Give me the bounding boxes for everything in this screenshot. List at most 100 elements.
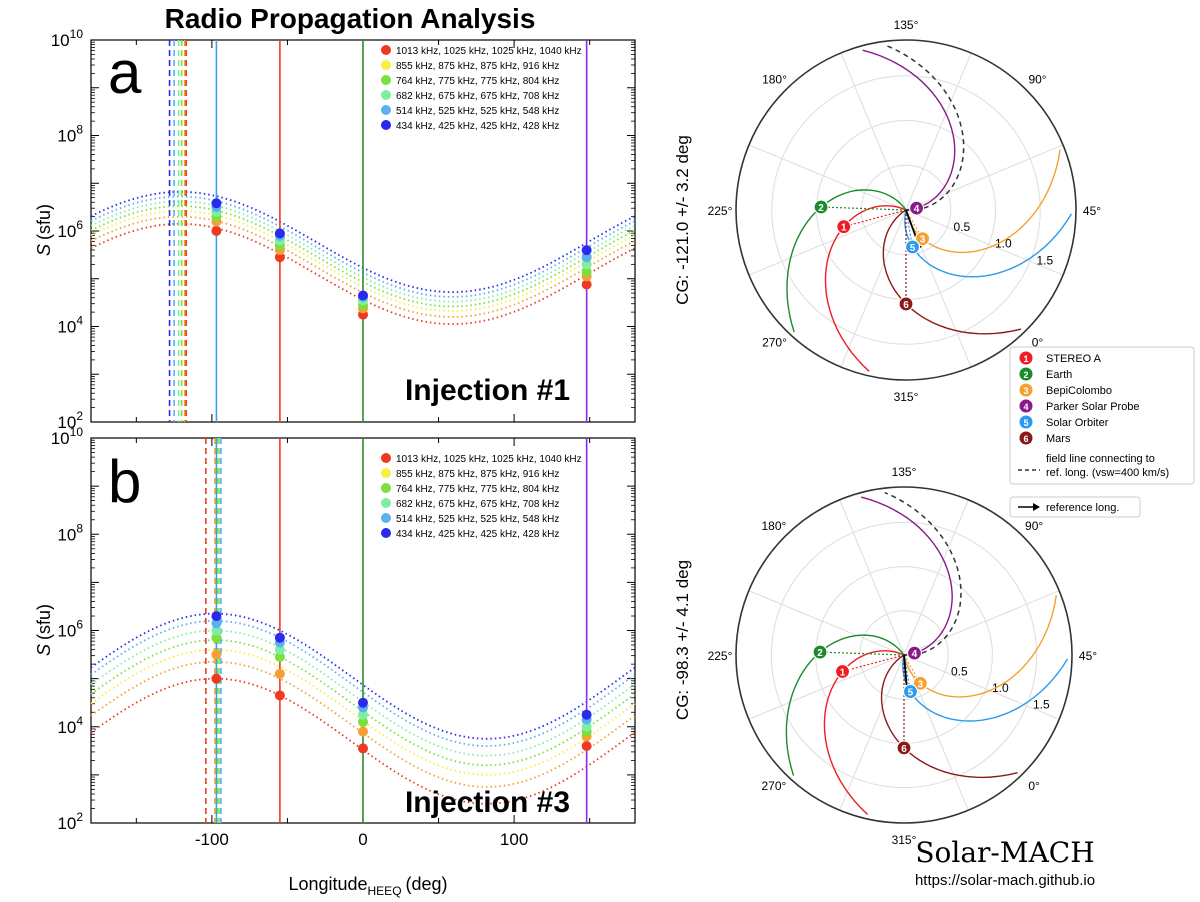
legend-label: 682 kHz, 675 kHz, 675 kHz, 708 kHz <box>396 91 559 102</box>
parker-spiral <box>882 209 1022 335</box>
svg-text:S(sfu): S (sfu) <box>34 204 54 256</box>
polar-legend-marker <box>1019 383 1033 397</box>
polar-angle-label: 90° <box>1028 72 1046 86</box>
panel-a-content: 102 104 106 108 1010 <box>51 27 636 432</box>
legend-marker <box>381 120 391 130</box>
polar-legend-marker-number: 5 <box>1023 418 1028 428</box>
field-line-legend-text-2: ref. long. (vsw=400 km/s) <box>1046 467 1169 479</box>
parker-spiral <box>786 189 907 333</box>
reference-legend-box <box>1009 496 1141 518</box>
data-point <box>274 632 285 643</box>
y-axis-label-b: S (sfu) <box>34 604 54 656</box>
x-tick-label: 100 <box>500 830 528 849</box>
data-point <box>358 290 368 301</box>
y-tick-label: 104 <box>57 714 83 737</box>
spacecraft-marker <box>904 239 921 255</box>
legend-label: 1013 kHz, 1025 kHz, 1025 kHz, 1040 kHz <box>396 454 582 465</box>
spacecraft-marker <box>902 683 919 700</box>
spacecraft-marker <box>836 219 852 235</box>
cg-label-top: CG: -121.0 +/- 3.2 deg <box>673 135 692 305</box>
legend-marker <box>381 468 391 478</box>
data-point <box>274 668 285 679</box>
data-point <box>581 709 592 720</box>
panel-b-letter: b <box>108 448 141 515</box>
spacecraft-marker-number: 4 <box>912 649 918 660</box>
y-tick-label: 104 <box>57 314 83 337</box>
parker-spiral <box>880 654 1018 779</box>
polar-legend-label: Solar Orbiter <box>1046 417 1109 429</box>
parker-spiral <box>904 209 1073 278</box>
panel-a: 102 104 106 108 1010 a Injection #1 1013 kHz… <box>51 27 636 432</box>
polar-angle-label: 135° <box>894 18 919 32</box>
legend-label: 1013 kHz, 1025 kHz, 1025 kHz, 1040 kHz <box>396 46 582 57</box>
data-point <box>358 743 368 754</box>
legend-label: 514 kHz, 525 kHz, 525 kHz, 548 kHz <box>396 514 559 525</box>
polar-grid-spoke <box>905 209 1064 276</box>
spacecraft-marker <box>906 645 923 661</box>
x-axis-label-sub: HEEQ <box>368 884 402 898</box>
spacecraft-marker <box>908 200 925 216</box>
polar-legend-marker-number: 1 <box>1023 354 1028 364</box>
polar-grid-spoke <box>903 590 1060 656</box>
data-point <box>211 625 222 636</box>
polar-legend: 1 STEREO A 2 Earth 3 BepiColombo 4 Parker Solar… <box>1009 346 1195 518</box>
spacecraft-marker-number: 3 <box>918 679 924 690</box>
spacecraft-marker-number: 1 <box>841 223 847 234</box>
polar-grid-spoke <box>839 499 905 656</box>
panel-b-injection-label: Injection #3 <box>405 786 570 819</box>
data-point <box>211 611 222 622</box>
legend-label: 514 kHz, 525 kHz, 525 kHz, 548 kHz <box>396 106 559 117</box>
polar-legend-marker <box>1019 431 1033 445</box>
data-point <box>211 618 222 629</box>
polar-legend-marker-number: 6 <box>1023 434 1028 444</box>
solarmach-url: https://solar-mach.github.io <box>915 872 1095 889</box>
spacecraft-marker <box>813 199 829 215</box>
polar-radial-label: 1.5 <box>1033 698 1050 712</box>
polar-radial-label: 1.0 <box>992 681 1009 695</box>
legend-marker <box>381 105 391 115</box>
legend-label: 764 kHz, 775 kHz, 775 kHz, 804 kHz <box>396 76 559 87</box>
spacecraft-marker <box>898 296 914 312</box>
data-point <box>358 726 368 737</box>
data-point <box>211 226 222 236</box>
model-curve <box>90 629 636 757</box>
polar-angle-label: 270° <box>762 336 787 350</box>
data-point <box>581 266 592 277</box>
data-point <box>581 245 592 256</box>
legend-label: 764 kHz, 775 kHz, 775 kHz, 804 kHz <box>396 484 559 495</box>
polar-angle-label: 225° <box>708 649 733 663</box>
parker-spiral <box>785 634 905 776</box>
polar-grid-spoke <box>905 52 972 211</box>
polar-legend-marker <box>1019 351 1033 365</box>
y-tick-label: 102 <box>57 810 83 833</box>
spacecraft-marker <box>914 231 931 247</box>
data-point <box>581 252 592 263</box>
polar-grid-spoke <box>840 52 907 211</box>
legend-marker <box>381 45 391 55</box>
polar-angle-label: 135° <box>892 465 917 479</box>
x-tick-label: -100 <box>195 830 229 849</box>
solarmach-title: Solar-MACH <box>915 836 1094 869</box>
polar-angle-label: 45° <box>1079 649 1097 663</box>
panel-a-injection-label: Injection #1 <box>405 374 570 407</box>
panel-a-letter: a <box>108 39 142 106</box>
cg-label-bottom: CG: -98.3 +/- 4.1 deg <box>673 560 692 720</box>
polar-grid-spoke <box>903 654 1060 720</box>
polar-angle-label: 180° <box>762 72 787 86</box>
model-curve <box>90 677 636 805</box>
parker-spiral <box>862 49 956 211</box>
polar-angle-label: 90° <box>1025 519 1043 533</box>
legend-marker <box>381 498 391 508</box>
polar-radial-label: 1.0 <box>995 237 1012 251</box>
spacecraft-radial-line <box>820 651 905 656</box>
y-axis-var-a: S <box>34 244 54 256</box>
y-tick-label: 1010 <box>51 27 84 50</box>
reference-field-line <box>886 44 965 211</box>
polar-angle-label: 225° <box>708 204 733 218</box>
polar-plot-bottom: 135° 90° 45° 0° 315° 270° 225° 180° 0.5 1.0 1.5 1 2 3… <box>708 465 1098 847</box>
polar-grid-spoke <box>840 209 907 368</box>
polar-legend-label: Mars <box>1046 433 1071 445</box>
y-axis-var-b: S <box>34 644 54 656</box>
spacecraft-marker <box>834 663 851 680</box>
